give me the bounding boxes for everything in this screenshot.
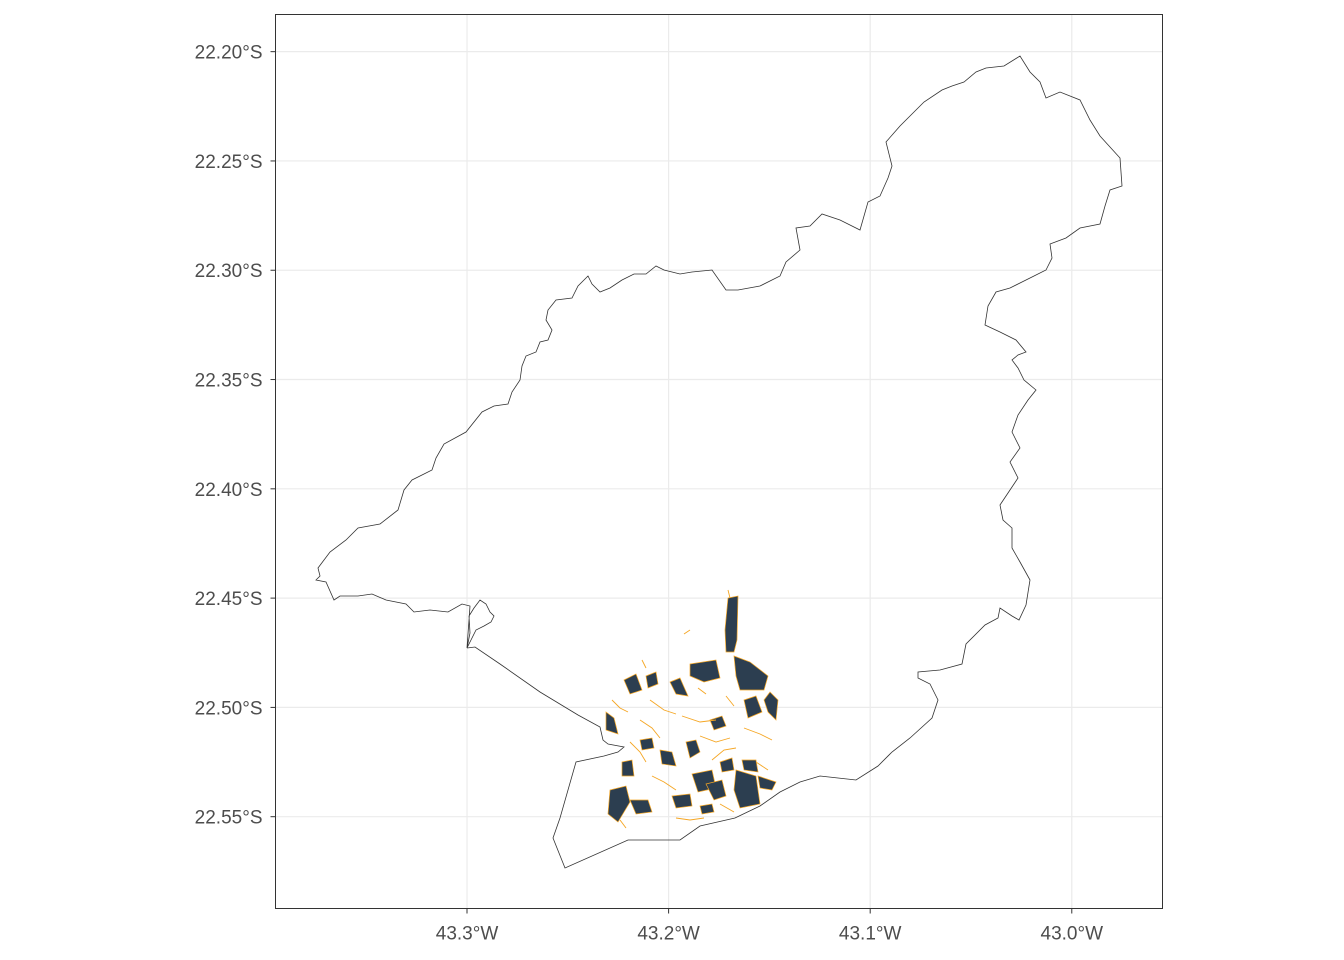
y-tick-label: 22.35°S [195,371,263,392]
municipality-boundary [315,55,1123,869]
gridlines [275,14,1163,909]
y-tick-label: 22.45°S [195,589,263,610]
x-tick-label: 43.2°W [637,924,700,945]
y-tick-label: 22.30°S [195,261,263,282]
y-tick-label: 22.20°S [195,43,263,64]
y-tick-label: 22.25°S [195,152,263,173]
y-tick-label: 22.55°S [195,808,263,829]
x-tick-label: 43.1°W [839,924,902,945]
y-tick-label: 22.50°S [195,698,263,719]
x-axis: 43.3°W 43.2°W 43.1°W 43.0°W [436,908,1104,945]
x-tick-label: 43.3°W [436,924,499,945]
highlighted-areas [605,595,779,823]
y-axis: 22.20°S 22.25°S 22.30°S 22.35°S 22.40°S 22.45… [195,43,276,829]
highlight-lines [611,589,773,829]
y-tick-label: 22.40°S [195,480,263,501]
x-tick-label: 43.0°W [1041,924,1104,945]
panel-border [275,14,1163,909]
